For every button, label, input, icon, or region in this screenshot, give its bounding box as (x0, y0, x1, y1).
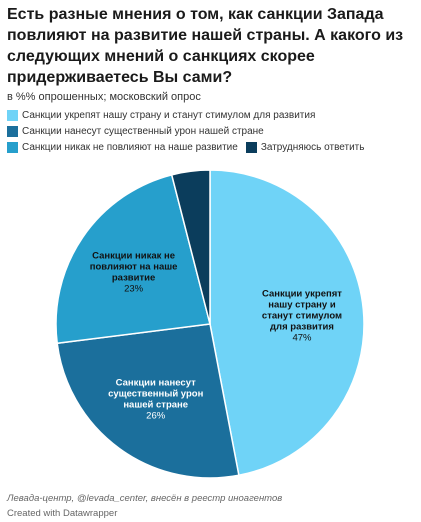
pie-slice-undecided (170, 169, 211, 325)
slice-label-no-effect-line-2: развитие (112, 273, 155, 284)
legend-label-damage: Санкции нанесут существенный урон нашей … (22, 125, 264, 137)
chart-legend: Санкции укрепят нашу страну и станут сти… (7, 109, 417, 153)
source-note: Левада-центр, @levada_center, внесён в р… (7, 493, 283, 504)
legend-label-undecided: Затрудняюсь ответить (260, 141, 365, 153)
chart-title: Есть разные мнения о том, как санкции За… (7, 6, 404, 86)
slice-label-no-effect-line-0: Санкции никак не (92, 251, 175, 262)
legend-item-strengthen: Санкции укрепят нашу страну и станут сти… (7, 109, 315, 121)
slice-value-damage: 26% (146, 410, 166, 421)
legend-swatch-strengthen (7, 109, 18, 121)
legend-item-no-effect: Санкции никак не повлияют на наше развит… (7, 141, 238, 153)
pie-slices (55, 169, 365, 479)
legend-swatch-no-effect (7, 141, 18, 153)
slice-label-strengthen-line-3: для развития (270, 321, 334, 332)
slice-label-damage-line-1: существенный урон (108, 388, 204, 399)
credit-note: Created with Datawrapper (7, 508, 118, 519)
chart-subtitle: в %% опрошенных; московский опрос (7, 91, 201, 103)
legend-swatch-undecided (245, 141, 257, 153)
pie-slice-strengthen (209, 169, 365, 477)
legend-swatch-damage (7, 125, 18, 137)
legend-item-damage: Санкции нанесут существенный урон нашей … (7, 125, 264, 137)
slice-label-damage-line-0: Санкции нанесут (116, 377, 197, 388)
legend-label-strengthen: Санкции укрепят нашу страну и станут сти… (22, 109, 316, 121)
slice-label-no-effect-line-1: повлияют на наше (90, 262, 178, 273)
legend-item-undecided: Затрудняюсь ответить (245, 141, 365, 153)
slice-label-strengthen-line-0: Санкции укрепят (262, 288, 342, 299)
slice-label-damage-line-2: нашей стране (123, 399, 188, 410)
pie-slice-no-effect (55, 173, 211, 345)
legend-label-no-effect: Санкции никак не повлияют на наше развит… (22, 141, 238, 153)
slice-value-strengthen: 47% (292, 332, 312, 343)
slice-label-strengthen-line-2: станут стимулом (262, 310, 342, 321)
slice-value-no-effect: 23% (124, 284, 144, 295)
slice-label-strengthen-line-1: нашу страну и (268, 299, 336, 310)
pie-slice-damage (56, 323, 240, 479)
